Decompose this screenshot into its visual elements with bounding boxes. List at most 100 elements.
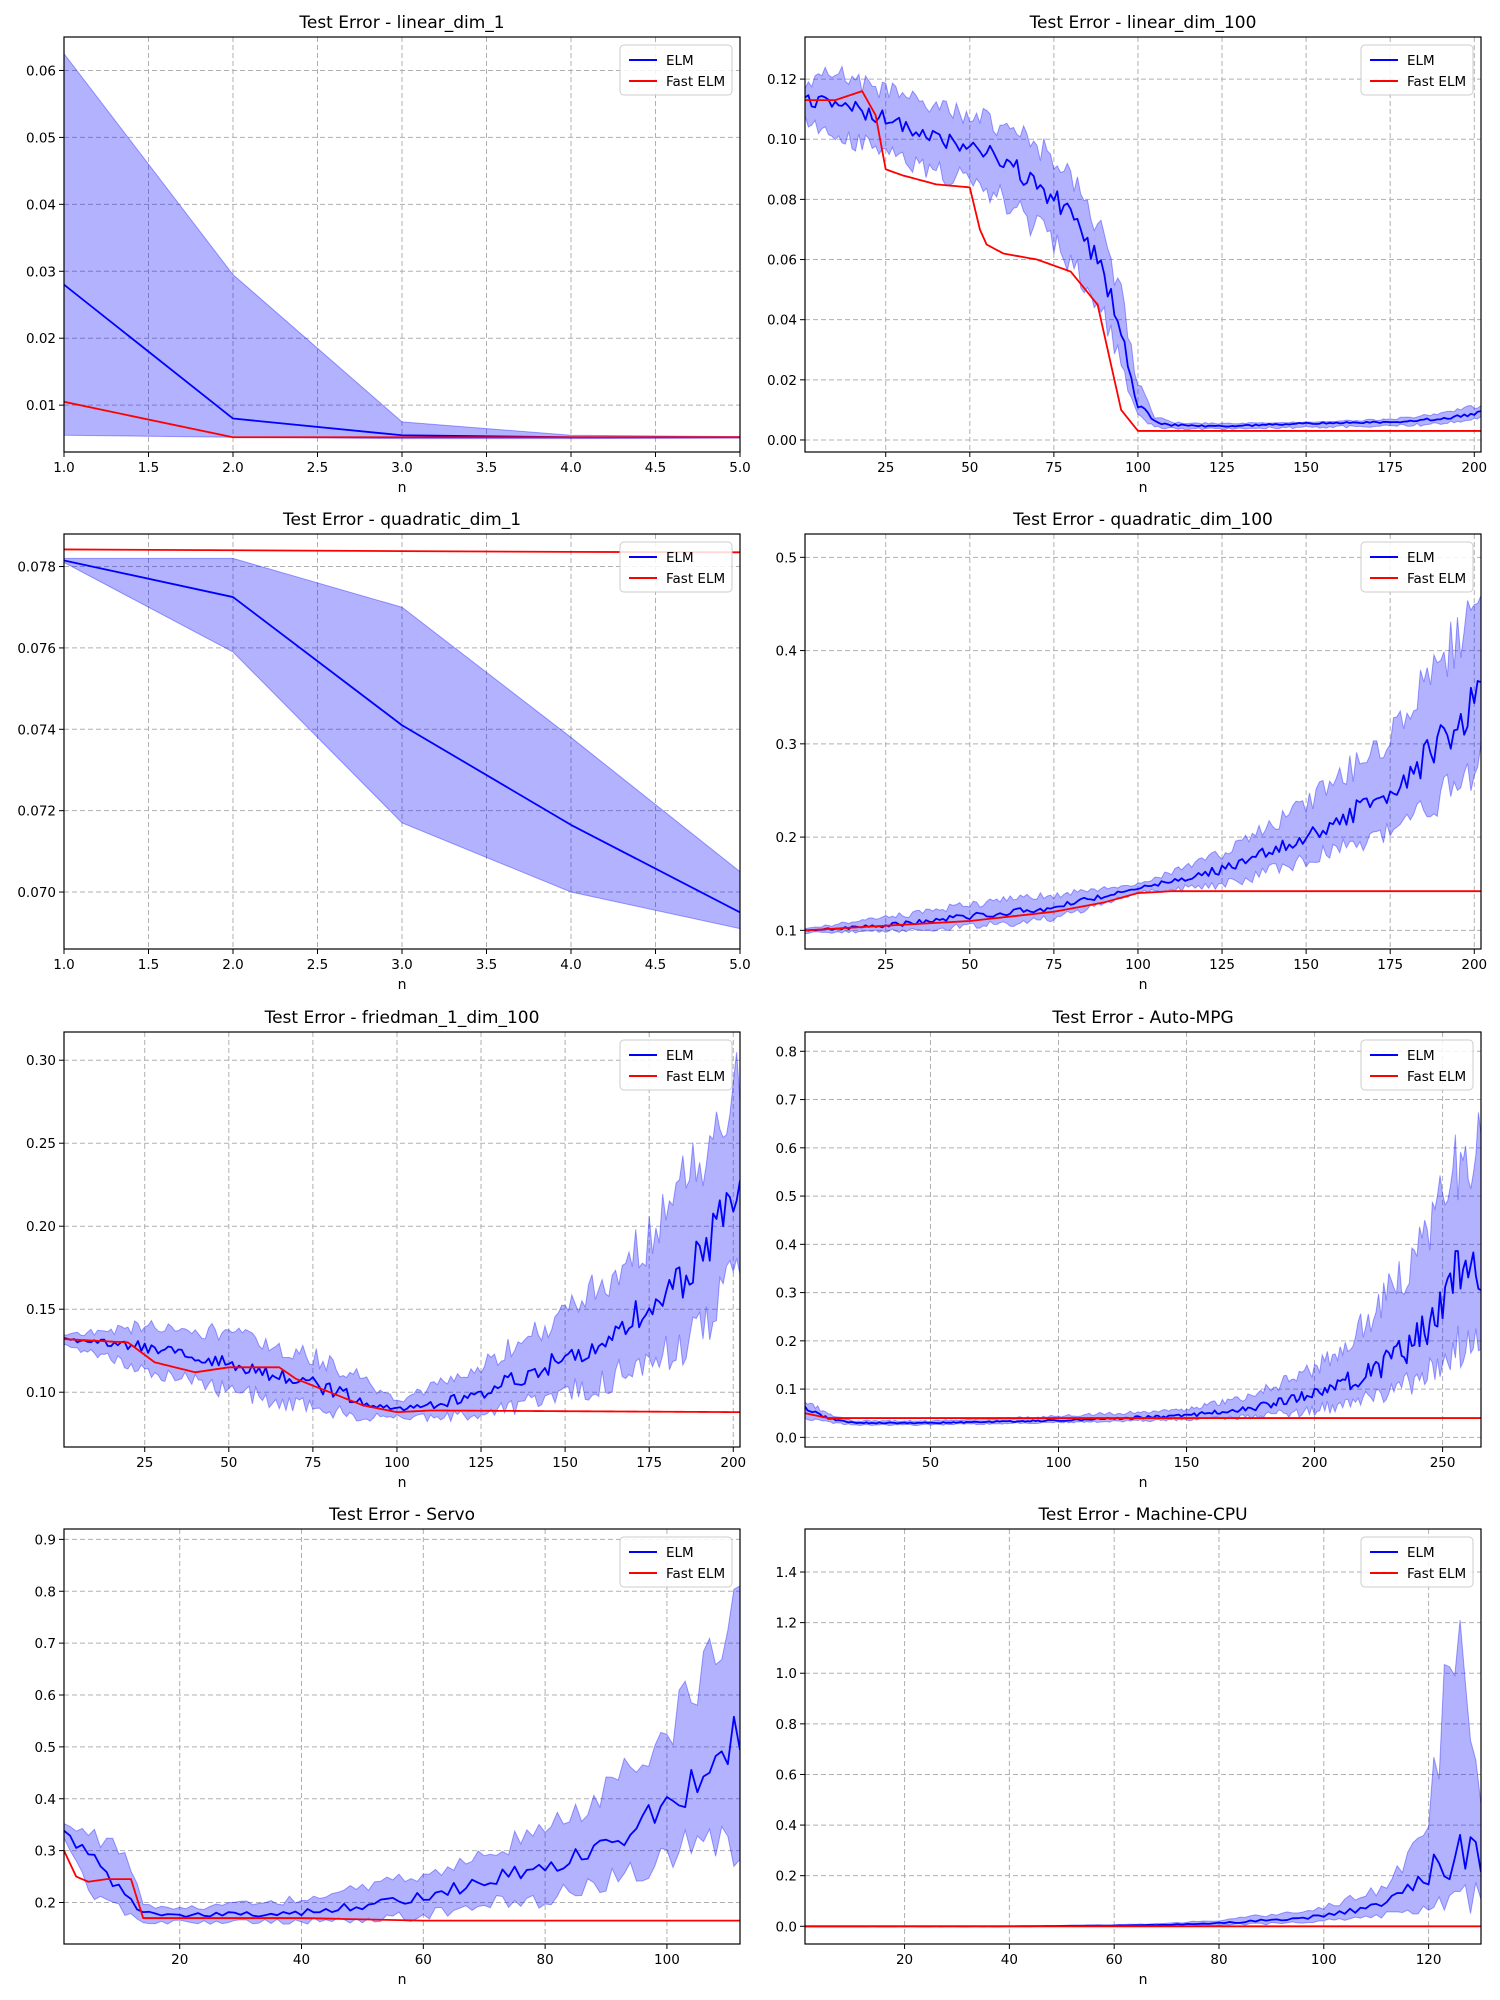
chart-title: Test Error - quadratic_dim_100: [1012, 510, 1273, 530]
x-tick-label: 100: [1125, 460, 1151, 476]
legend-box: [1360, 44, 1474, 96]
chart-panel-4: 25 50 75 100 125 150 175 200 0.1 0.2 0.3 0.4 0.5 Test…: [776, 510, 1488, 993]
x-tick-label: 25: [877, 957, 894, 973]
axes-frame: [804, 1031, 1482, 1448]
x-tick-label: 3.5: [476, 460, 497, 476]
plot-area: [805, 1112, 1481, 1427]
x-tick-label: 250: [1430, 1455, 1456, 1471]
x-tick-label: 175: [636, 1455, 662, 1471]
x-axis-label: n: [398, 977, 407, 993]
x-axis-label: n: [1139, 1972, 1148, 1988]
y-tick-label: 0.10: [767, 132, 797, 148]
y-tick-label: 0.6: [35, 1688, 56, 1704]
legend-label: Fast ELM: [666, 1566, 725, 1582]
chart-title: Test Error - linear_dim_100: [1029, 13, 1257, 33]
x-axis-label: n: [398, 1475, 407, 1491]
legend: ELM Fast ELM: [619, 44, 733, 96]
chart-title: Test Error - quadratic_dim_1: [282, 510, 521, 530]
x-tick-label: 100: [384, 1455, 410, 1471]
chart-title: Test Error - Auto-MPG: [1051, 1008, 1233, 1028]
y-tick-label: 0.30: [26, 1053, 56, 1069]
axes-frame: [63, 1528, 741, 1945]
legend-label: Fast ELM: [666, 74, 725, 90]
fast-elm-line: [64, 1850, 740, 1922]
elm-line: [64, 1180, 740, 1412]
y-tick-label: 0.3: [776, 737, 797, 753]
y-tick-label: 0.06: [26, 63, 56, 79]
y-tick-label: 0.20: [26, 1219, 56, 1235]
elm-line: [805, 680, 1481, 932]
elm-confidence-band: [64, 1585, 740, 1925]
y-tick-label: 0.072: [17, 804, 56, 820]
x-tick-label: 150: [1174, 1455, 1200, 1471]
x-tick-label: 150: [552, 1455, 578, 1471]
y-tick-label: 0.05: [26, 130, 56, 146]
plot-area: [805, 64, 1481, 432]
y-tick-label: 0.0: [776, 1919, 797, 1935]
legend-box: [619, 1039, 733, 1091]
legend: ELM Fast ELM: [1360, 44, 1474, 96]
legend-label: ELM: [666, 53, 694, 69]
x-tick-label: 4.0: [560, 957, 581, 973]
legend-box: [619, 1536, 733, 1588]
chart-panel-2: 25 50 75 100 125 150 175 200 0.00 0.02 0.04 0.06 0.0…: [767, 13, 1487, 496]
x-axis-label: n: [398, 1972, 407, 1988]
legend-label: ELM: [1407, 1545, 1435, 1561]
x-tick-label: 200: [720, 1455, 746, 1471]
x-tick-label: 1.5: [138, 957, 159, 973]
x-tick-label: 2.0: [222, 460, 243, 476]
y-tick-label: 0.8: [35, 1584, 56, 1600]
elm-confidence-band: [805, 595, 1481, 935]
y-tick-label: 0.02: [26, 331, 56, 347]
legend-label: Fast ELM: [1407, 1566, 1466, 1582]
x-tick-label: 120: [1416, 1952, 1442, 1968]
x-tick-label: 100: [1311, 1952, 1337, 1968]
x-tick-label: 60: [1106, 1952, 1123, 1968]
y-tick-label: 0.2: [776, 1869, 797, 1885]
y-tick-label: 0.5: [776, 550, 797, 566]
elm-line: [64, 559, 740, 914]
x-tick-label: 50: [961, 957, 978, 973]
x-tick-label: 4.5: [645, 460, 666, 476]
y-tick-label: 0.25: [26, 1136, 56, 1152]
x-tick-label: 175: [1377, 460, 1403, 476]
elm-confidence-band: [64, 1052, 740, 1423]
x-tick-label: 50: [220, 1455, 237, 1471]
x-tick-label: 200: [1302, 1455, 1328, 1471]
x-tick-label: 25: [877, 460, 894, 476]
y-tick-label: 0.03: [26, 264, 56, 280]
x-tick-label: 2.5: [307, 460, 328, 476]
chart-title: Test Error - linear_dim_1: [298, 13, 504, 33]
chart-panel-5: 25 50 75 100 125 150 175 200 0.10 0.15 0.20 0.25 0.3…: [26, 1008, 746, 1491]
legend-label: Fast ELM: [1407, 1069, 1466, 1085]
y-tick-label: 0.3: [35, 1844, 56, 1860]
axes-frame: [804, 1528, 1482, 1945]
x-axis-label: n: [1139, 977, 1148, 993]
x-tick-label: 40: [1001, 1952, 1018, 1968]
y-tick-label: 0.02: [767, 373, 797, 389]
y-tick-label: 0.1: [776, 1382, 797, 1398]
x-tick-label: 75: [1045, 957, 1062, 973]
elm-confidence-band: [64, 52, 740, 440]
y-tick-label: 0.2: [35, 1896, 56, 1912]
chart-title: Test Error - Machine-CPU: [1037, 1505, 1247, 1525]
y-tick-label: 0.1: [776, 923, 797, 939]
x-tick-label: 100: [654, 1952, 680, 1968]
x-tick-label: 125: [468, 1455, 494, 1471]
y-tick-label: 0.4: [776, 644, 797, 660]
y-tick-label: 0.5: [35, 1740, 56, 1756]
chart-panel-3: 1.0 1.5 2.0 2.5 3.0 3.5 4.0 4.5 5.0 0.070 0.072 0.0…: [17, 510, 750, 993]
x-tick-label: 1.0: [53, 957, 74, 973]
elm-confidence-band: [805, 1619, 1481, 1927]
legend-label: ELM: [666, 1048, 694, 1064]
x-tick-label: 150: [1293, 460, 1319, 476]
plot-area: [64, 52, 740, 440]
y-tick-label: 0.074: [17, 722, 56, 738]
x-tick-label: 20: [896, 1952, 913, 1968]
legend-label: ELM: [1407, 1048, 1435, 1064]
y-tick-label: 0.04: [767, 313, 797, 329]
legend-label: ELM: [1407, 550, 1435, 566]
legend-box: [619, 44, 733, 96]
x-tick-label: 150: [1293, 957, 1319, 973]
